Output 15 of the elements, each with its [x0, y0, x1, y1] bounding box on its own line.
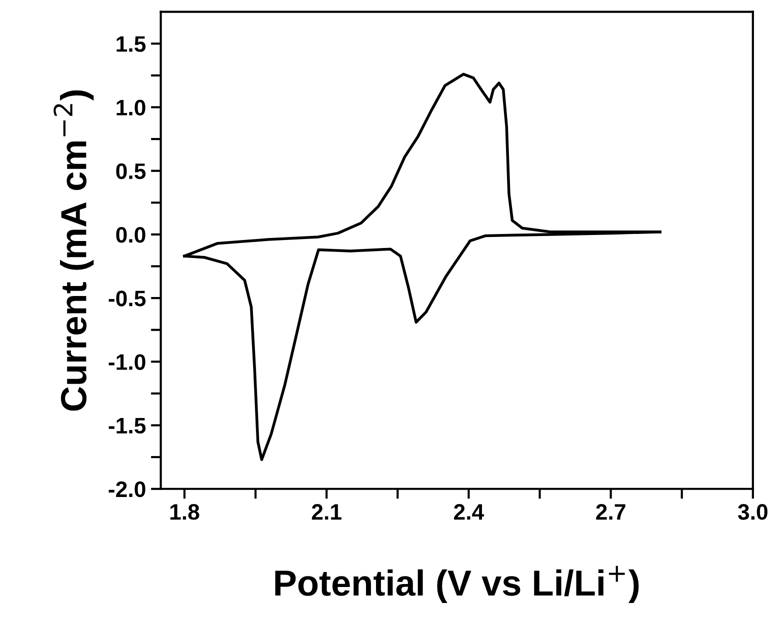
- x-tick-label: 2.1: [312, 504, 342, 520]
- y-tick-label: -2.0: [108, 481, 146, 498]
- x-tick-label: 2.7: [596, 504, 626, 520]
- x-tick-label: 3.0: [738, 504, 768, 520]
- y-tick-label: -1.5: [108, 418, 146, 434]
- x-tick-label: 2.4: [454, 504, 484, 520]
- y-tick-label: 0.5: [116, 163, 146, 180]
- x-axis-title: Potential (V vs Li/Li$^{+}$): [275, 566, 639, 604]
- y-tick-label: 1.5: [116, 36, 146, 52]
- y-tick-label: 1.0: [116, 100, 146, 116]
- y-tick-label: 0.0: [116, 226, 146, 243]
- y-axis-title: Current (mA cm$^{−2}$): [54, 90, 94, 411]
- y-tick-label: -1.0: [108, 354, 146, 370]
- x-tick-label: 1.8: [170, 504, 200, 520]
- y-tick-label: -0.5: [108, 290, 146, 306]
